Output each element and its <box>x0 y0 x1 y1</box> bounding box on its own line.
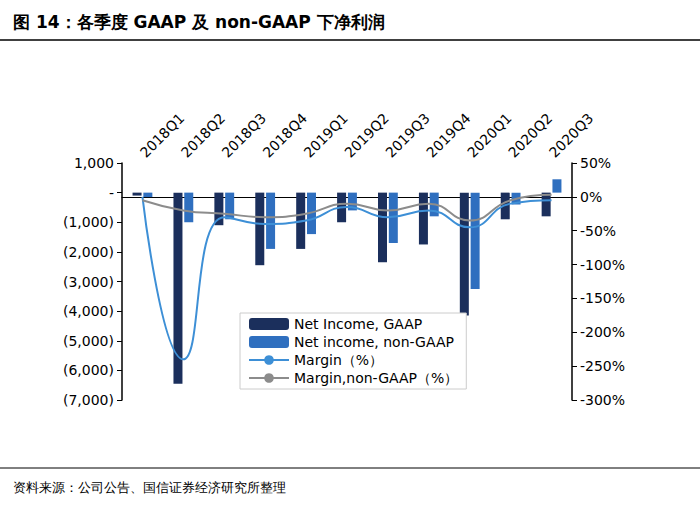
svg-text:Margin,non-GAAP（%）: Margin,non-GAAP（%） <box>294 370 458 386</box>
svg-text:(6,000): (6,000) <box>63 362 114 378</box>
svg-text:2020Q2: 2020Q2 <box>505 110 556 161</box>
svg-text:Net income, non-GAAP: Net income, non-GAAP <box>294 334 454 350</box>
svg-text:50%: 50% <box>580 155 611 171</box>
svg-text:2018Q4: 2018Q4 <box>260 110 311 161</box>
svg-text:-100%: -100% <box>580 257 625 273</box>
svg-text:资料来源：公司公告、国信证券经济研究所整理: 资料来源：公司公告、国信证券经济研究所整理 <box>13 480 286 495</box>
svg-text:1,000: 1,000 <box>74 155 114 171</box>
svg-text:-250%: -250% <box>580 358 625 374</box>
svg-text:-: - <box>109 185 114 201</box>
svg-text:(5,000): (5,000) <box>63 333 114 349</box>
svg-text:(1,000): (1,000) <box>63 214 114 230</box>
svg-text:(7,000): (7,000) <box>63 392 114 408</box>
svg-text:0%: 0% <box>580 189 602 205</box>
svg-text:(4,000): (4,000) <box>63 303 114 319</box>
svg-text:2018Q3: 2018Q3 <box>219 110 270 161</box>
svg-text:-50%: -50% <box>580 223 616 239</box>
svg-text:Net Income, GAAP: Net Income, GAAP <box>294 316 422 332</box>
svg-text:-200%: -200% <box>580 324 625 340</box>
svg-text:(2,000): (2,000) <box>63 244 114 260</box>
svg-text:2019Q3: 2019Q3 <box>382 110 433 161</box>
svg-text:2019Q4: 2019Q4 <box>423 110 474 161</box>
svg-text:-150%: -150% <box>580 290 625 306</box>
svg-text:2019Q2: 2019Q2 <box>341 110 392 161</box>
svg-text:2018Q2: 2018Q2 <box>178 110 229 161</box>
svg-text:2018Q1: 2018Q1 <box>137 110 188 161</box>
svg-text:图 14：各季度 GAAP 及 non-GAAP 下净利润: 图 14：各季度 GAAP 及 non-GAAP 下净利润 <box>13 12 385 32</box>
svg-text:2019Q1: 2019Q1 <box>300 110 351 161</box>
svg-text:Margin（%）: Margin（%） <box>294 352 383 368</box>
svg-text:-300%: -300% <box>580 392 625 408</box>
svg-text:2020Q1: 2020Q1 <box>464 110 515 161</box>
svg-text:(3,000): (3,000) <box>63 274 114 290</box>
svg-text:2020Q3: 2020Q3 <box>546 110 597 161</box>
